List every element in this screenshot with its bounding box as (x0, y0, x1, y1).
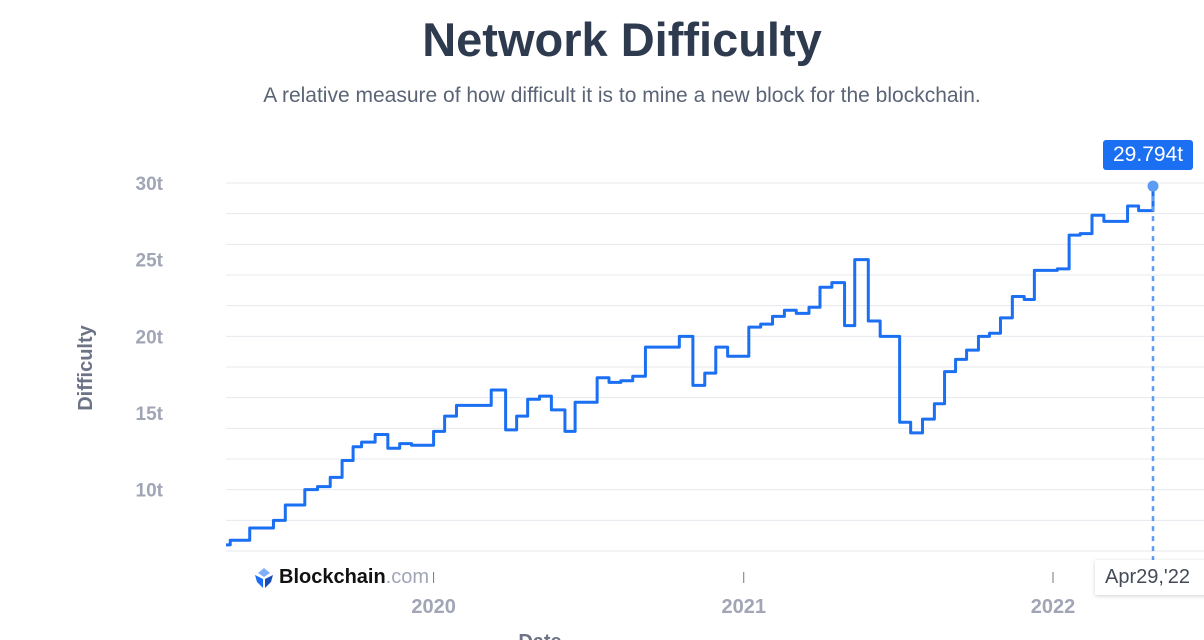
value-tooltip: 29.794t (1103, 140, 1194, 170)
brand-logo: Blockchain .com (253, 566, 429, 589)
hover-point (1147, 180, 1159, 192)
date-tooltip: Apr29,'22 (1095, 560, 1204, 595)
y-tick-label: 20t (136, 327, 164, 348)
y-tick-label: 25t (136, 251, 164, 272)
brand-suffix: .com (385, 566, 430, 588)
y-tick-label: 15t (136, 404, 164, 425)
x-tick-label: 2020 (411, 596, 456, 618)
page-title: Network Difficulty (422, 13, 822, 66)
y-tick-label: 30t (136, 174, 164, 195)
blockchain-logo-icon (255, 567, 273, 588)
x-tick-label: 2022 (1031, 596, 1076, 618)
difficulty-line (226, 186, 1155, 547)
x-tick-label: 2021 (721, 596, 766, 618)
y-tick-label: 10t (136, 481, 164, 502)
x-axis-label: Date (518, 631, 561, 640)
brand-name: Blockchain (279, 566, 386, 588)
page-subtitle: A relative measure of how difficult it i… (263, 84, 981, 107)
y-axis-label: Difficulty (75, 324, 97, 410)
